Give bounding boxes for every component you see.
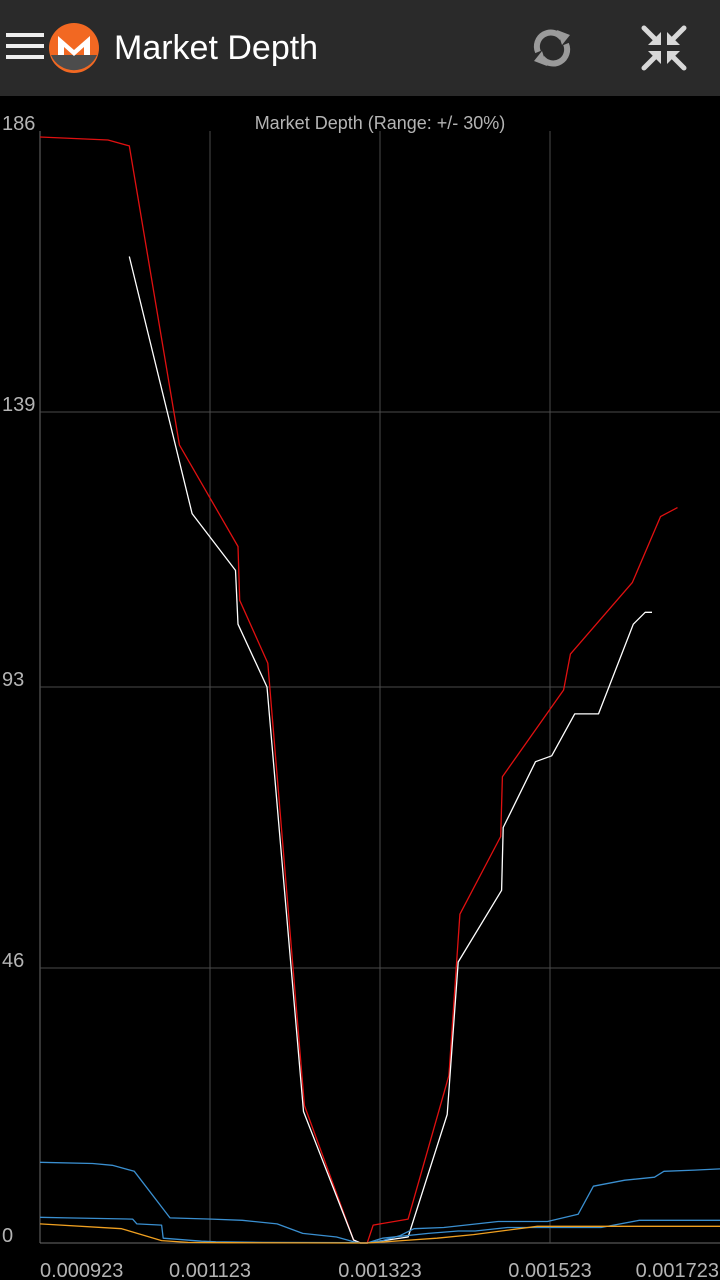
monero-logo-icon[interactable]: [48, 22, 100, 74]
hamburger-icon[interactable]: [6, 33, 44, 63]
page-title: Market Depth: [114, 29, 319, 67]
x-tick-label: 0.001123: [169, 1260, 251, 1280]
y-tick-label: 0: [2, 1225, 13, 1247]
x-tick-label: 0.000923: [40, 1260, 123, 1280]
chart-title: Market Depth (Range: +/- 30%): [255, 113, 506, 133]
y-tick-label: 93: [2, 669, 24, 691]
x-tick-label: 0.001723: [636, 1260, 719, 1280]
collapse-icon[interactable]: [638, 22, 690, 74]
series-line-1: [39, 136, 678, 1244]
chart-grid: [39, 131, 720, 1244]
app-bar: Market Depth: [0, 0, 720, 96]
market-depth-chart: Market Depth (Range: +/- 30%) 186 139 93 46…: [2, 113, 720, 1280]
chart-series: [39, 136, 720, 1244]
refresh-icon[interactable]: [526, 22, 578, 74]
y-tick-label: 46: [2, 950, 24, 972]
series-line-3: [39, 1161, 720, 1244]
y-tick-label: 186: [2, 113, 35, 135]
y-tick-label: 139: [2, 394, 35, 416]
chart-tick-labels: 186 139 93 46 0 0.000923 0.001123 0.001323 0.001…: [2, 113, 719, 1280]
x-tick-label: 0.001323: [338, 1260, 421, 1280]
x-tick-label: 0.001523: [508, 1260, 591, 1280]
series-line-5: [39, 1223, 720, 1244]
series-line-2: [128, 256, 652, 1244]
